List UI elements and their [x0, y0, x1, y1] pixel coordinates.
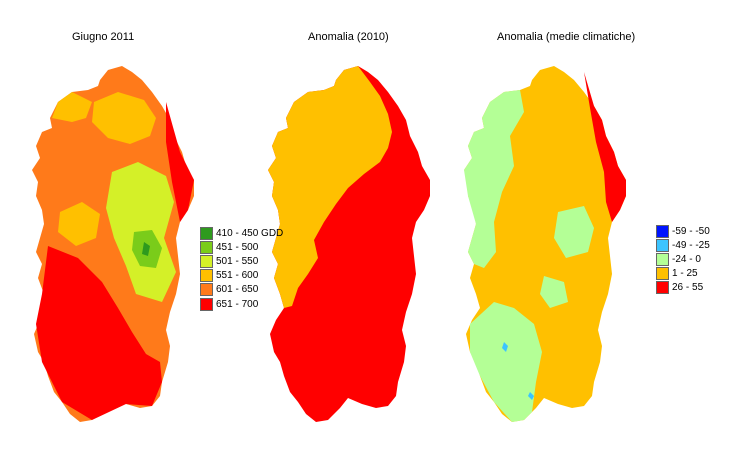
legend-label: -24 - 0: [672, 253, 701, 265]
panel-title-anomalia-2010: Anomalia (2010): [308, 31, 389, 43]
legend-item: 551 - 600: [200, 269, 283, 283]
legend-label: 451 - 500: [216, 241, 259, 253]
legend-swatch: [656, 224, 669, 238]
legend-swatch: [200, 269, 213, 283]
map-anomalia-2010: [268, 66, 430, 422]
map-class-patches: [36, 92, 194, 420]
panel-title-giugno: Giugno 2011: [72, 31, 135, 43]
legend-label: 601 - 650: [216, 284, 259, 296]
legend-label: -59 - -50: [672, 225, 710, 237]
legend-swatch: [200, 240, 213, 254]
legend-swatch: [656, 252, 669, 266]
legend-item: 501 - 550: [200, 254, 283, 268]
legend-gdd: 410 - 450 GDD 451 - 500 501 - 550 551 - …: [200, 226, 283, 311]
anomaly-low-region: [268, 66, 392, 308]
legend-item: -59 - -50: [656, 224, 710, 238]
map-anomalia-climatiche: [464, 66, 626, 422]
legend-swatch: [200, 254, 213, 268]
legend-item: 651 - 700: [200, 297, 283, 311]
legend-item: 601 - 650: [200, 283, 283, 297]
legend-label: 551 - 600: [216, 270, 259, 282]
legend-swatch: [656, 281, 669, 295]
legend-item: -49 - -25: [656, 238, 710, 252]
legend-anomaly: -59 - -50 -49 - -25 -24 - 0 1 - 25 26 - …: [656, 224, 710, 295]
legend-label: -49 - -25: [672, 239, 710, 251]
legend-label: 410 - 450 GDD: [216, 227, 284, 239]
legend-item: 26 - 55: [656, 281, 710, 295]
map-class-patches: [464, 72, 626, 422]
legend-swatch: [200, 297, 213, 311]
legend-item: 451 - 500: [200, 240, 283, 254]
legend-label: 501 - 550: [216, 255, 259, 267]
legend-swatch: [200, 226, 213, 240]
legend-item: 1 - 25: [656, 267, 710, 281]
legend-item: 410 - 450 GDD: [200, 226, 283, 240]
legend-label: 1 - 25: [672, 268, 698, 280]
legend-swatch: [200, 283, 213, 297]
legend-item: -24 - 0: [656, 252, 710, 266]
map-giugno-2011: [32, 66, 194, 422]
legend-swatch: [656, 267, 669, 281]
legend-label: 651 - 700: [216, 298, 259, 310]
legend-swatch: [656, 238, 669, 252]
legend-label: 26 - 55: [672, 282, 704, 294]
panel-title-anomalia-climatiche: Anomalia (medie climatiche): [497, 31, 636, 43]
